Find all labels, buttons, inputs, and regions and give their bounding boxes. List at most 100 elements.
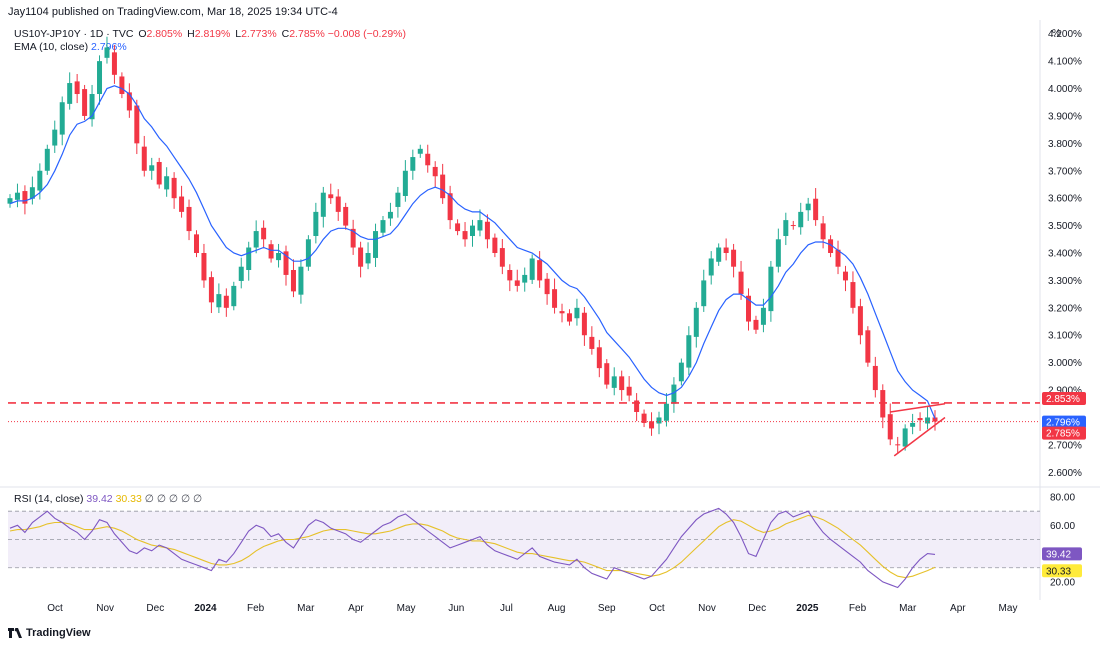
candle-body	[686, 335, 692, 368]
candle-body	[462, 231, 468, 240]
time-axis-label: May	[999, 603, 1018, 614]
price-tick-label: 4.100%	[1048, 57, 1082, 68]
symbol-info[interactable]: US10Y-JP10Y · 1D · TVC	[14, 28, 134, 40]
candle-body	[477, 220, 483, 231]
ema-label[interactable]: EMA (10, close)	[14, 41, 89, 53]
publisher-header: Jay1104 published on TradingView.com, Ma…	[8, 6, 338, 18]
candle-body	[746, 295, 752, 322]
ema-line	[9, 85, 936, 419]
price-unit-label: %	[1052, 28, 1061, 39]
candle-body	[343, 206, 349, 226]
candle-body	[544, 278, 550, 295]
rsi-tick-label: 60.00	[1050, 521, 1075, 532]
time-axis-label: Nov	[698, 603, 716, 614]
candle-body	[283, 251, 289, 275]
candle-body	[783, 220, 789, 237]
candle-body	[350, 228, 356, 248]
price-badge: 2.796%	[1042, 415, 1086, 429]
rsi-legend: RSI (14, close) 39.42 30.33 ∅ ∅ ∅ ∅ ∅	[14, 493, 202, 505]
price-badge: 2.785%	[1042, 426, 1086, 440]
candle-body	[492, 237, 498, 253]
change-value: −0.008 (−0.29%)	[327, 28, 406, 40]
candle-body	[119, 76, 125, 95]
candle-body	[171, 177, 177, 199]
candle-body	[320, 192, 326, 217]
candle-body	[111, 52, 117, 75]
candle-body	[619, 376, 625, 391]
candle-body	[290, 269, 296, 292]
price-tick-label: 2.900%	[1048, 386, 1082, 397]
candle-body	[432, 166, 438, 177]
candle-body	[522, 274, 528, 283]
candle-body	[835, 249, 841, 267]
wedge-upper-line	[890, 403, 946, 413]
candle-body	[671, 384, 677, 404]
candle-body	[798, 211, 804, 228]
candle-body	[470, 225, 475, 237]
candle-body	[559, 311, 565, 314]
candle-body	[193, 234, 199, 253]
candle-body	[790, 225, 796, 227]
high-value: 2.819%	[194, 28, 231, 40]
rsi-badge: 39.42	[1042, 547, 1082, 561]
candle-body	[484, 221, 490, 240]
candle-body	[305, 239, 311, 267]
rsi-badge-bg	[1042, 564, 1082, 578]
price-tick-label: 2.600%	[1048, 468, 1082, 479]
candle-body	[335, 196, 341, 212]
candle-body	[455, 223, 461, 232]
price-axis[interactable]: 4.200% 4.100% 4.000% 3.900% 3.800% 3.700% 3.60…	[1042, 29, 1086, 479]
price-tick-label: 3.600%	[1048, 194, 1082, 205]
candle-body	[865, 330, 871, 363]
rsi-axis[interactable]: 80.00 60.00 20.00 39.42 30.33	[1042, 493, 1082, 589]
candle-body	[902, 428, 908, 447]
time-axis-label: Mar	[899, 603, 917, 614]
time-axis-label: Dec	[748, 603, 766, 614]
rsi-tick-label: 20.00	[1050, 577, 1075, 588]
candle-body	[328, 194, 334, 199]
price-tick-label: 3.500%	[1048, 221, 1082, 232]
candle-body	[895, 444, 901, 446]
footer-brand-text: TradingView	[26, 627, 91, 639]
rsi-pane[interactable]	[8, 507, 1040, 589]
wedge-lower-line	[893, 416, 946, 457]
candle-body	[678, 362, 684, 382]
open-value: 2.805%	[146, 28, 183, 40]
candle-body	[813, 198, 819, 221]
time-axis-label: Mar	[297, 603, 315, 614]
candle-body	[850, 282, 856, 308]
candle-body	[842, 271, 848, 281]
candle-body	[566, 313, 572, 322]
rsi-label[interactable]: RSI (14, close)	[14, 493, 84, 505]
price-pane[interactable]	[7, 36, 1041, 457]
time-axis[interactable]: Oct Nov Dec 2024 Feb Mar Apr May Jun Jul Aug Sep Oct…	[47, 603, 1017, 614]
candle-body	[246, 247, 252, 270]
candle-body	[775, 239, 781, 267]
price-tick-label: 3.200%	[1048, 303, 1082, 314]
candle-body	[529, 258, 535, 280]
candle-body	[417, 148, 423, 154]
rsi-extra-values: ∅ ∅ ∅ ∅ ∅	[144, 493, 203, 505]
candle-body	[7, 198, 13, 204]
candle-body	[663, 403, 669, 421]
time-axis-label: Oct	[47, 603, 63, 614]
rsi-badge: 30.33	[1042, 564, 1082, 578]
candle-body	[313, 211, 319, 237]
candle-body	[97, 61, 103, 95]
time-axis-label: Sep	[598, 603, 616, 614]
candle-body	[179, 196, 185, 212]
candle-body	[104, 47, 110, 58]
candle-body	[59, 102, 65, 135]
candle-body	[872, 365, 878, 391]
candle-body	[365, 253, 371, 264]
ema-value: 2.796%	[91, 41, 127, 53]
candle-body	[507, 269, 513, 281]
candle-body	[74, 81, 80, 95]
candle-body	[760, 307, 766, 325]
close-value: 2.785%	[289, 28, 325, 40]
candle-body	[410, 157, 416, 171]
candle-body	[126, 92, 132, 111]
price-tick-label: 3.300%	[1048, 276, 1082, 287]
rsi-tick-label: 80.00	[1050, 493, 1075, 504]
